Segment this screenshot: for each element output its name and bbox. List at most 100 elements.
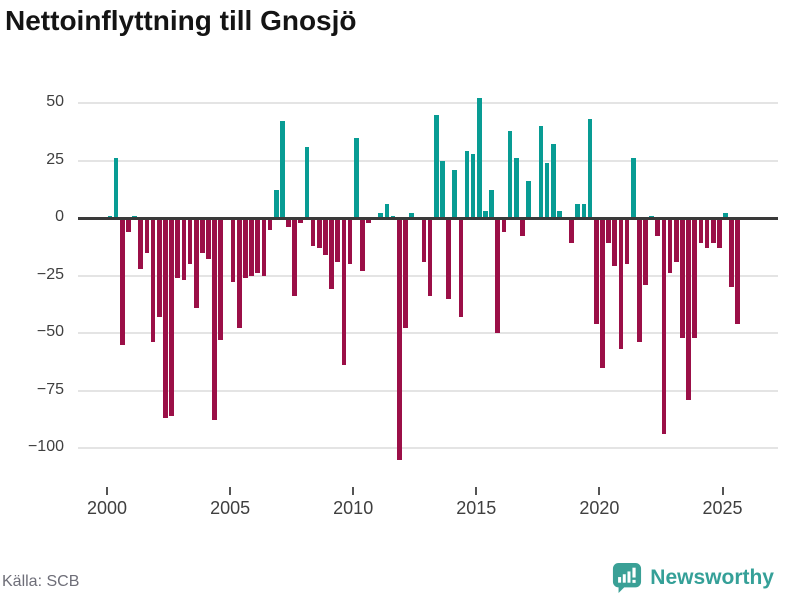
bar [175,218,181,278]
bar [526,181,531,218]
bar [304,146,310,218]
bar [329,218,334,290]
y-axis-label: 25 [46,150,64,168]
y-axis-label: −25 [36,265,64,283]
bar [476,98,482,218]
bar [470,153,476,218]
bar [384,204,390,218]
bar [495,218,501,333]
gridline--100 [78,447,778,449]
bar [316,218,322,248]
bar [273,190,279,218]
bar [323,218,328,255]
zero-axis-line [78,216,778,220]
bar [655,218,661,237]
bar [255,218,261,274]
bar [243,218,248,278]
bar [236,218,242,329]
bar [569,218,574,244]
bar [544,162,550,218]
newsworthy-logo-text: Newsworthy [650,566,774,589]
bar [698,218,704,244]
bar [335,218,341,262]
x-axis-tick [598,487,601,495]
bar [144,218,150,253]
bar [692,218,698,338]
bar [538,126,544,218]
newsworthy-logo: Newsworthy [612,562,774,594]
gridline--75 [78,389,778,392]
bar [193,218,199,308]
bar [286,218,291,228]
bar [513,158,519,218]
bar [704,218,710,248]
bar [218,218,224,340]
bar [347,218,353,264]
bar [267,218,273,230]
bar [501,218,507,232]
bar [150,218,156,343]
bar [452,169,458,218]
bar [489,190,494,218]
bar [230,218,236,283]
newsworthy-logo-icon [612,562,642,594]
bar [126,218,131,232]
x-axis-tick [475,487,478,495]
bar [378,213,384,218]
gridline--50 [78,332,778,334]
bar [581,204,587,218]
bar [366,218,371,223]
bar [261,218,267,276]
source-caption: Källa: SCB [2,573,80,590]
bar [446,218,451,299]
bar [600,218,605,368]
bar [680,218,685,338]
bar [360,218,365,271]
page-title: Nettoinflyttning till Gnosjö [5,5,357,36]
bar [396,218,402,460]
bar [717,218,722,248]
y-axis-label: 0 [55,208,64,225]
bar [464,151,470,218]
bar [163,218,168,419]
bar [119,218,125,345]
bar [606,218,611,244]
gridline-25 [78,159,778,162]
bar [298,218,304,223]
gridline-50 [78,102,778,104]
bar [169,218,174,416]
bar [729,218,735,287]
bar [587,119,593,218]
bar [483,211,488,218]
x-axis-tick [352,487,355,495]
bar [643,218,648,285]
bar [723,213,728,218]
bar [593,218,599,324]
bar [735,218,741,324]
y-axis-label: −100 [27,438,64,455]
bar [310,218,316,246]
bar [113,158,119,218]
bar [624,218,630,264]
bar [550,144,556,218]
bar [206,218,211,260]
x-axis-label: 2000 [86,498,128,518]
x-axis-tick [106,487,108,495]
y-axis-label: −50 [36,323,64,340]
bar [612,218,618,267]
y-axis-label: 50 [46,93,64,110]
bar [661,218,667,435]
x-axis-label: 2025 [702,498,743,518]
bar [138,218,144,269]
bar [520,218,525,237]
bar [710,218,716,244]
x-axis-tick [229,487,232,495]
bar [292,218,297,297]
x-axis-label: 2015 [456,498,497,518]
bar [507,130,513,218]
bar [421,218,427,262]
bar [341,218,347,366]
bar [249,218,254,276]
bar [637,218,642,343]
x-axis-tick [721,487,724,495]
